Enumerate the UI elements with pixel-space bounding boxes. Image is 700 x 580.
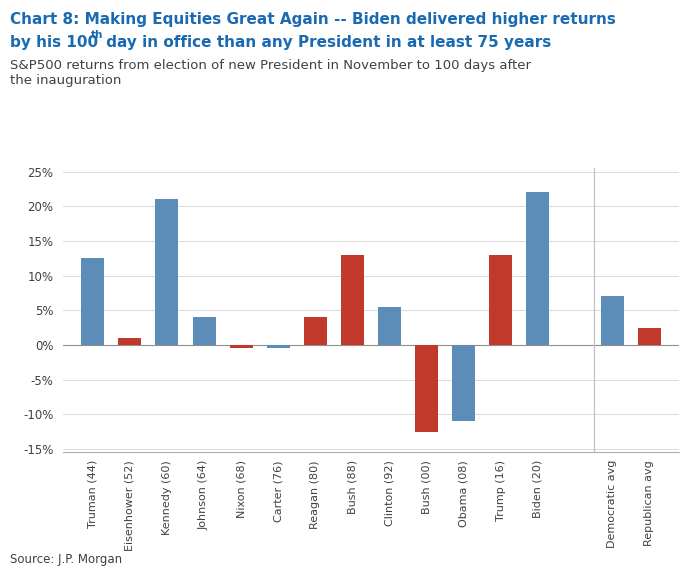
Bar bbox=[267, 345, 290, 349]
Text: Source: J.P. Morgan: Source: J.P. Morgan bbox=[10, 553, 122, 566]
Bar bbox=[452, 345, 475, 421]
Text: Chart 8: Making Equities Great Again -- Biden delivered higher returns: Chart 8: Making Equities Great Again -- … bbox=[10, 12, 617, 27]
Bar bbox=[638, 328, 661, 345]
Bar bbox=[193, 317, 216, 345]
Bar bbox=[378, 307, 401, 345]
Text: day in office than any President in at least 75 years: day in office than any President in at l… bbox=[101, 35, 551, 50]
Text: by his 100: by his 100 bbox=[10, 35, 99, 50]
Text: th: th bbox=[91, 30, 103, 40]
Bar bbox=[601, 296, 624, 345]
Bar bbox=[415, 345, 438, 432]
Text: S&P500 returns from election of new President in November to 100 days after: S&P500 returns from election of new Pres… bbox=[10, 59, 531, 72]
Bar bbox=[489, 255, 512, 345]
Bar bbox=[155, 200, 178, 345]
Bar bbox=[526, 193, 550, 345]
Bar bbox=[341, 255, 364, 345]
Bar bbox=[118, 338, 141, 345]
Bar bbox=[81, 258, 104, 345]
Text: the inauguration: the inauguration bbox=[10, 74, 122, 87]
Bar bbox=[304, 317, 327, 345]
Bar bbox=[230, 345, 253, 349]
